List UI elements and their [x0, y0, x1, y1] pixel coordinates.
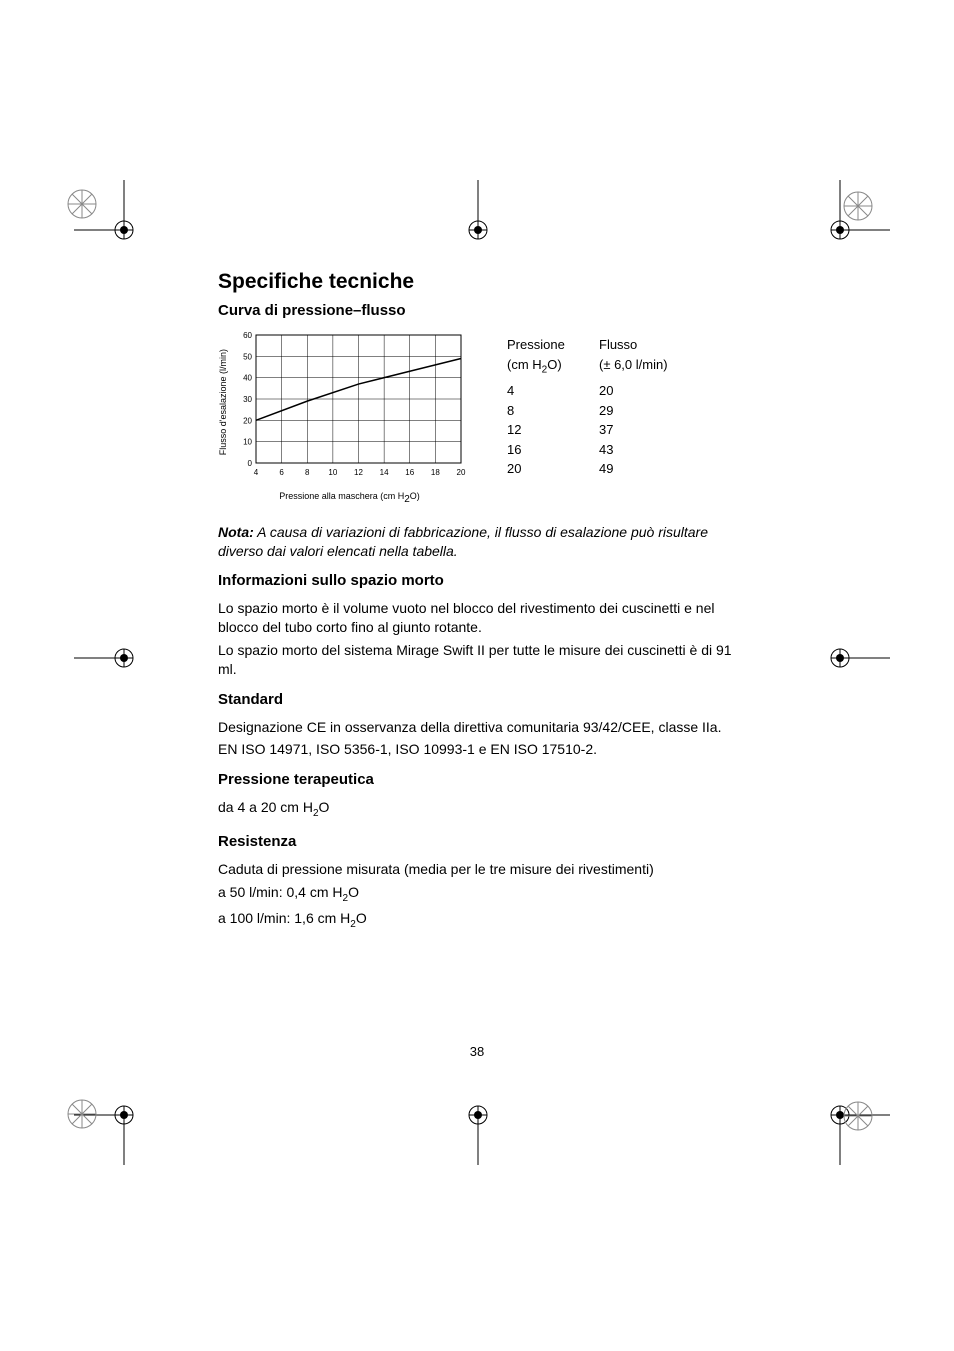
crop-mark: [830, 638, 890, 683]
radial-mark: [842, 1100, 874, 1137]
svg-text:30: 30: [243, 395, 252, 404]
crop-mark: [438, 180, 518, 245]
pressure-flow-table: Pressione (cm H2O) Flusso (± 6,0 l/min) …: [507, 335, 689, 479]
chart-inner: 0 10 20 30 40 50 60 4 6 8 10 12 14 16 18 20 Pressione a…: [232, 329, 467, 505]
svg-text:50: 50: [243, 352, 252, 361]
svg-text:8: 8: [305, 468, 310, 477]
therapy-heading: Pressione terapeutica: [218, 771, 748, 788]
deadspace-heading: Informazioni sullo spazio morto: [218, 572, 748, 589]
standard-para2: EN ISO 14971, ISO 5356-1, ISO 10993-1 e …: [218, 740, 748, 759]
table-header-pressure: Pressione (cm H2O): [507, 335, 599, 377]
table-row: 1643: [507, 440, 689, 460]
table-cell-pressure: 4: [507, 381, 599, 401]
svg-text:60: 60: [243, 331, 252, 340]
note-text: Nota: A causa di variazioni di fabbricaz…: [218, 523, 748, 562]
chart-yaxis-label: Flusso d'esalazione (l/min): [218, 349, 228, 455]
chart-xaxis-label: Pressione alla maschera (cm H2O): [279, 491, 420, 505]
table-row: 420: [507, 381, 689, 401]
table-row: 1237: [507, 420, 689, 440]
table-cell-flow: 37: [599, 420, 689, 440]
table-cell-pressure: 8: [507, 401, 599, 421]
crop-mark: [438, 1105, 518, 1170]
svg-text:10: 10: [328, 468, 337, 477]
table-header-flow: Flusso (± 6,0 l/min): [599, 335, 689, 377]
crop-mark: [74, 638, 134, 683]
deadspace-para2: Lo spazio morto del sistema Mirage Swift…: [218, 641, 748, 679]
deadspace-para1: Lo spazio morto è il volume vuoto nel bl…: [218, 599, 748, 637]
resistance-line3: a 100 l/min: 1,6 cm H2O: [218, 909, 748, 931]
radial-mark: [66, 1098, 98, 1135]
svg-text:40: 40: [243, 374, 252, 383]
table-cell-pressure: 12: [507, 420, 599, 440]
table-cell-flow: 43: [599, 440, 689, 460]
table-cell-flow: 29: [599, 401, 689, 421]
table-cell-pressure: 16: [507, 440, 599, 460]
svg-text:10: 10: [243, 438, 252, 447]
svg-text:18: 18: [431, 468, 440, 477]
resistance-line2: a 50 l/min: 0,4 cm H2O: [218, 883, 748, 905]
standard-heading: Standard: [218, 691, 748, 708]
page-content: Specifiche tecniche Curva di pressione–f…: [218, 270, 748, 943]
table-cell-flow: 20: [599, 381, 689, 401]
svg-text:0: 0: [248, 459, 253, 468]
table-row: 829: [507, 401, 689, 421]
standard-para1: Designazione CE in osservanza della dire…: [218, 718, 748, 737]
radial-mark: [842, 190, 874, 227]
page-title: Specifiche tecniche: [218, 270, 748, 294]
pressure-flow-chart: 0 10 20 30 40 50 60 4 6 8 10 12 14 16 18 20: [232, 329, 467, 479]
resistance-para1: Caduta di pressione misurata (media per …: [218, 860, 748, 879]
page-number: 38: [0, 1044, 954, 1059]
svg-text:16: 16: [405, 468, 414, 477]
table-cell-pressure: 20: [507, 459, 599, 479]
svg-text:20: 20: [457, 468, 466, 477]
svg-text:14: 14: [380, 468, 389, 477]
curve-heading: Curva di pressione–flusso: [218, 302, 748, 319]
chart-section: Flusso d'esalazione (l/min) 0 10 20 30 40 50 6…: [218, 329, 748, 505]
svg-text:12: 12: [354, 468, 363, 477]
resistance-heading: Resistenza: [218, 833, 748, 850]
svg-text:6: 6: [279, 468, 284, 477]
therapy-text: da 4 a 20 cm H2O: [218, 798, 748, 820]
svg-text:4: 4: [254, 468, 259, 477]
chart-wrapper: Flusso d'esalazione (l/min) 0 10 20 30 40 50 6…: [218, 329, 467, 505]
svg-text:20: 20: [243, 416, 252, 425]
table-row: 2049: [507, 459, 689, 479]
radial-mark: [66, 188, 98, 225]
table-cell-flow: 49: [599, 459, 689, 479]
